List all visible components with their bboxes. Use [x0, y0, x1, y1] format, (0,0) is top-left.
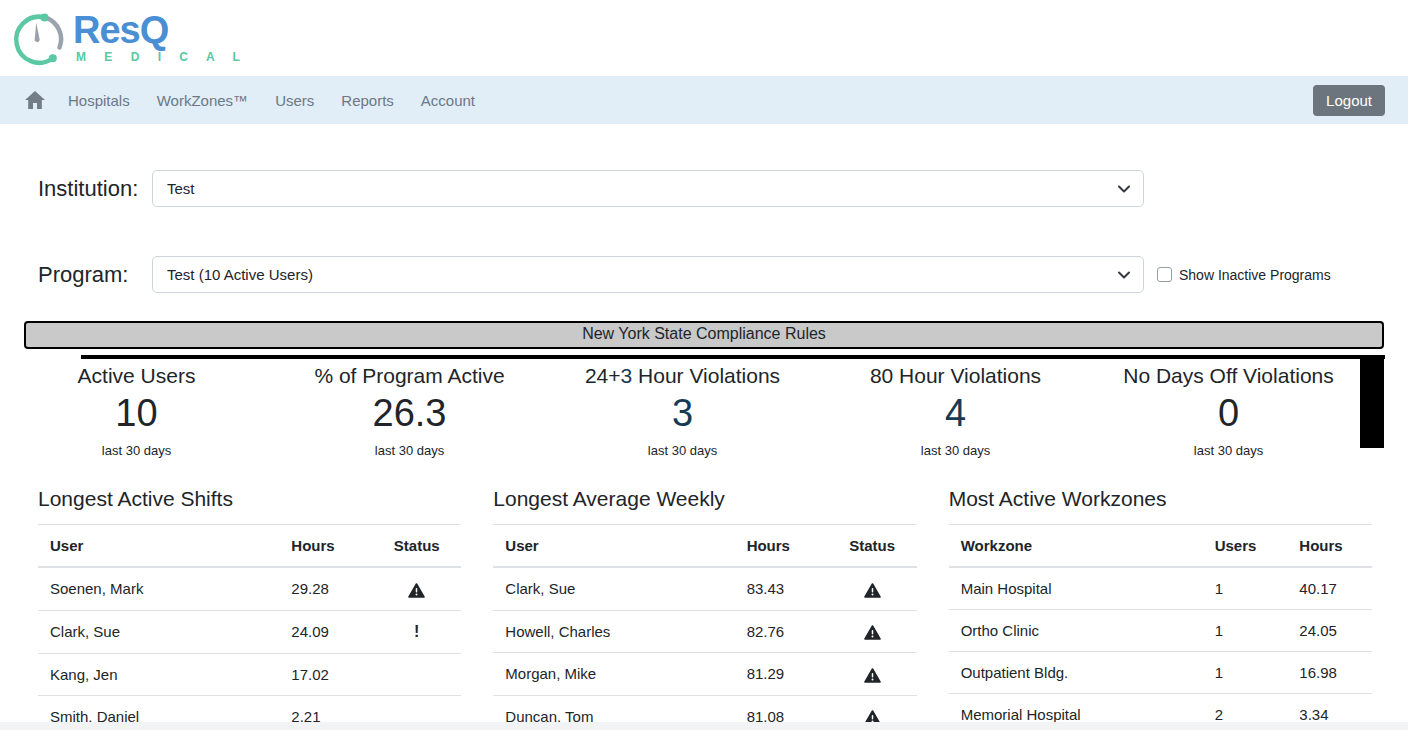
table-row: Main Hospital 1 40.17 [949, 567, 1372, 610]
resq-clock-logo-icon [9, 9, 69, 71]
column-header: User [493, 525, 734, 568]
table-header-row: User Hours Status [38, 525, 461, 568]
table-row: Kang, Jen 17.02 [38, 653, 461, 695]
warning-triangle-icon [408, 580, 425, 597]
table-header-row: Workzone Users Hours [949, 525, 1372, 568]
home-icon[interactable] [24, 90, 46, 110]
tables-section: Longest Active Shifts User Hours Status … [38, 487, 1372, 730]
stat-value: 4 [819, 393, 1092, 435]
stat-value: 26.3 [273, 393, 546, 435]
horizontal-scrollbar[interactable] [0, 722, 1408, 730]
compliance-rules-banner: New York State Compliance Rules [24, 321, 1384, 349]
column-header: Status [368, 525, 461, 568]
institution-selected-value: Test [167, 180, 1118, 197]
stat-title: % of Program Active [273, 364, 546, 388]
show-inactive-programs-group: Show Inactive Programs [1157, 267, 1331, 283]
warning-triangle-icon [864, 623, 881, 640]
stat-80-hour-violations: 80 Hour Violations 4 last 30 days [819, 364, 1092, 458]
brand-name: ResQ [73, 11, 247, 49]
program-filter-row: Program: Test (10 Active Users) Show Ina… [38, 256, 1408, 293]
stat-value: 0 [1092, 393, 1365, 435]
column-header: Hours [1287, 525, 1372, 568]
column-header: Hours [279, 525, 368, 568]
stats-row: Active Users 10 last 30 days % of Progra… [0, 355, 1408, 458]
program-label: Program: [38, 262, 152, 288]
stat-title: 80 Hour Violations [819, 364, 1092, 388]
stat-24-3-hour-violations: 24+3 Hour Violations 3 last 30 days [546, 364, 819, 458]
stat-period: last 30 days [273, 443, 546, 458]
column-header: Hours [735, 525, 824, 568]
longest-average-weekly-table: User Hours Status Clark, Sue 83.43 Howel… [493, 524, 916, 730]
stats-top-border [81, 355, 1385, 359]
chevron-down-icon [1118, 271, 1130, 279]
logout-button[interactable]: Logout [1313, 85, 1385, 116]
brand-wordmark: ResQ M E D I C A L [73, 11, 247, 64]
most-active-workzones-table: Workzone Users Hours Main Hospital 1 40.… [949, 524, 1372, 730]
table-row: Outpatient Bldg. 1 16.98 [949, 652, 1372, 694]
program-selected-value: Test (10 Active Users) [167, 266, 1118, 283]
institution-select[interactable]: Test [152, 170, 1144, 207]
longest-active-shifts-panel: Longest Active Shifts User Hours Status … [38, 487, 461, 730]
chevron-down-icon [1118, 185, 1130, 193]
panel-title: Most Active Workzones [949, 487, 1372, 511]
stat-period: last 30 days [0, 443, 273, 458]
stats-section: Active Users 10 last 30 days % of Progra… [0, 355, 1408, 471]
institution-filter-row: Institution: Test [38, 170, 1408, 207]
stat-title: No Days Off Violations [1092, 364, 1365, 388]
show-inactive-programs-label: Show Inactive Programs [1179, 267, 1331, 283]
table-row: Morgan, Mike 81.29 [493, 653, 916, 696]
longest-average-weekly-panel: Longest Average Weekly User Hours Status… [493, 487, 916, 730]
nav-item-reports[interactable]: Reports [341, 92, 394, 109]
column-header: Users [1203, 525, 1288, 568]
stat-period: last 30 days [546, 443, 819, 458]
column-header: Workzone [949, 525, 1203, 568]
table-row: Clark, Sue 83.43 [493, 567, 916, 610]
table-row: Soenen, Mark 29.28 [38, 567, 461, 610]
most-active-workzones-panel: Most Active Workzones Workzone Users Hou… [949, 487, 1372, 730]
stat-period: last 30 days [819, 443, 1092, 458]
stat-percent-program-active: % of Program Active 26.3 last 30 days [273, 364, 546, 458]
brand-header: ResQ M E D I C A L [0, 0, 1408, 76]
stat-value: 3 [546, 393, 819, 435]
stat-title: 24+3 Hour Violations [546, 364, 819, 388]
longest-active-shifts-table: User Hours Status Soenen, Mark 29.28 Cla… [38, 524, 461, 730]
table-row: Clark, Sue 24.09 ! [38, 610, 461, 653]
main-navbar: Hospitals WorkZones™ Users Reports Accou… [0, 76, 1408, 124]
stat-no-days-off-violations: No Days Off Violations 0 last 30 days [1092, 364, 1365, 458]
table-row: Howell, Charles 82.76 [493, 610, 916, 653]
table-row: Ortho Clinic 1 24.05 [949, 610, 1372, 652]
warning-triangle-icon [864, 665, 881, 682]
nav-item-workzones[interactable]: WorkZones™ [157, 92, 248, 109]
table-header-row: User Hours Status [493, 525, 916, 568]
vertical-scrollbar-thumb[interactable] [1360, 355, 1384, 448]
column-header: User [38, 525, 279, 568]
nav-item-account[interactable]: Account [421, 92, 475, 109]
stat-value: 10 [0, 393, 273, 435]
column-header: Status [824, 525, 917, 568]
stat-title: Active Users [0, 364, 273, 388]
program-select[interactable]: Test (10 Active Users) [152, 256, 1144, 293]
stat-period: last 30 days [1092, 443, 1365, 458]
warning-triangle-icon [864, 580, 881, 597]
show-inactive-programs-checkbox[interactable] [1157, 267, 1172, 282]
nav-item-users[interactable]: Users [275, 92, 314, 109]
exclamation-status: ! [414, 623, 419, 640]
panel-title: Longest Average Weekly [493, 487, 916, 511]
nav-item-hospitals[interactable]: Hospitals [68, 92, 130, 109]
stat-active-users: Active Users 10 last 30 days [0, 364, 273, 458]
panel-title: Longest Active Shifts [38, 487, 461, 511]
brand-subtitle: M E D I C A L [76, 50, 247, 64]
institution-label: Institution: [38, 176, 152, 202]
